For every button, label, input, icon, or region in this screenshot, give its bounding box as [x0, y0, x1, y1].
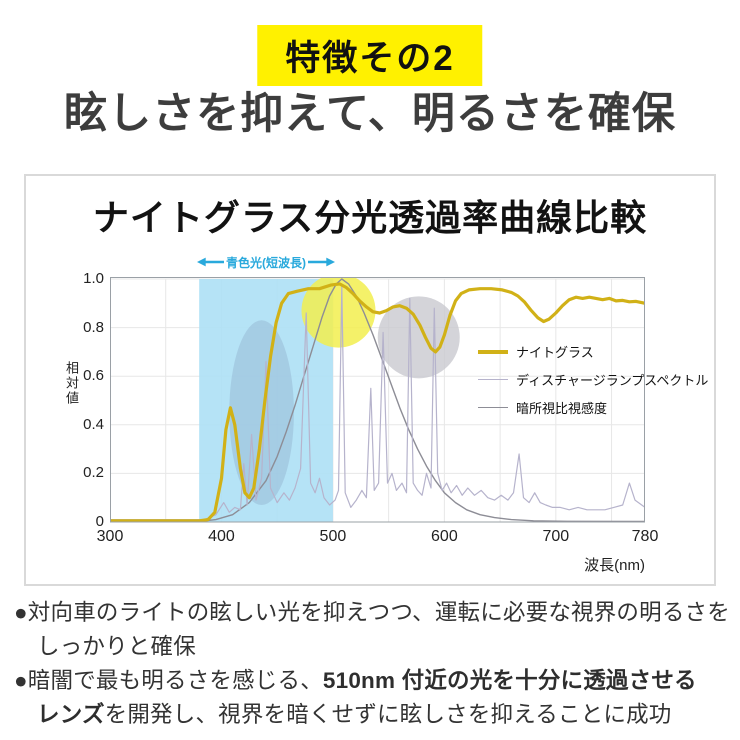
legend-line-swatch: [478, 349, 508, 354]
x-tick: 400: [208, 528, 235, 545]
blue-light-band-label: 青色光(短波長): [197, 252, 335, 272]
page-title: 眩しさを抑えて、明るさを確保: [64, 90, 676, 138]
legend-item: 暗所視比視感度: [478, 398, 708, 417]
blue-light-label-text: 青色光(短波長): [226, 255, 306, 270]
x-tick: 600: [431, 528, 458, 545]
legend-label: ナイトグラス: [516, 345, 594, 360]
chart-legend: ナイトグラスディスチャージランプスペクトル 暗所視比視感度: [478, 342, 708, 417]
legend-line-swatch: [478, 378, 508, 381]
legend-label: ディスチャージランプスペクトル: [516, 373, 709, 388]
bullet-text-line: しっかりと確保: [37, 634, 196, 659]
x-tick: 780: [631, 528, 659, 545]
bullet-text-line: ●対向車のライトの眩しい光を抑えつつ、運転に必要な視界の明るさを: [14, 600, 730, 625]
chart-title: ナイトグラス分光透過率曲線比較: [92, 197, 648, 238]
legend-line-swatch: [478, 406, 508, 409]
x-tick: 700: [542, 528, 570, 545]
y-tick: 0.2: [83, 464, 104, 482]
y-axis-ticks: 1.0 0.8 0.6 0.4 0.2 0: [66, 270, 104, 530]
x-axis-ticks: 300 400 500 600 700 780: [97, 528, 659, 548]
x-tick: 300: [96, 528, 124, 545]
x-tick: 500: [319, 528, 347, 545]
bullet-text-line: レンズを開発し、視界を暗くせずに眩しさを抑えることに成功: [37, 702, 672, 727]
plot-area: [108, 273, 647, 523]
arrow-right-icon: [308, 257, 335, 267]
feature-badge: 特徴その2: [257, 25, 483, 86]
legend-item: ディスチャージランプスペクトル: [478, 370, 708, 389]
bullet-text-line: ●暗闇で最も明るさを感じる、510nm 付近の光を十分に透過させる: [14, 668, 697, 693]
legend-label: 暗所視比視感度: [516, 401, 608, 416]
feature-description: ●対向車のライトの眩しい光を抑えつつ、運転に必要な視界の明るさをしっかりと確保 ●…: [14, 596, 730, 732]
legend-item: ナイトグラス: [478, 342, 708, 361]
arrow-left-icon: [197, 257, 224, 267]
x-axis-label: 波長(nm): [584, 557, 645, 574]
y-tick: 0.4: [83, 415, 104, 433]
y-tick: 0: [95, 513, 104, 530]
y-axis-label: 相対値: [64, 361, 79, 406]
y-tick: 1.0: [83, 270, 104, 287]
chart-panel: ナイトグラス分光透過率曲線比較 青色光(短波長) 相対値 1.0 0.8 0.6 0.…: [24, 174, 716, 586]
spectral-chart: [108, 273, 647, 523]
y-tick: 0.6: [83, 367, 104, 385]
y-tick: 0.8: [83, 318, 104, 336]
